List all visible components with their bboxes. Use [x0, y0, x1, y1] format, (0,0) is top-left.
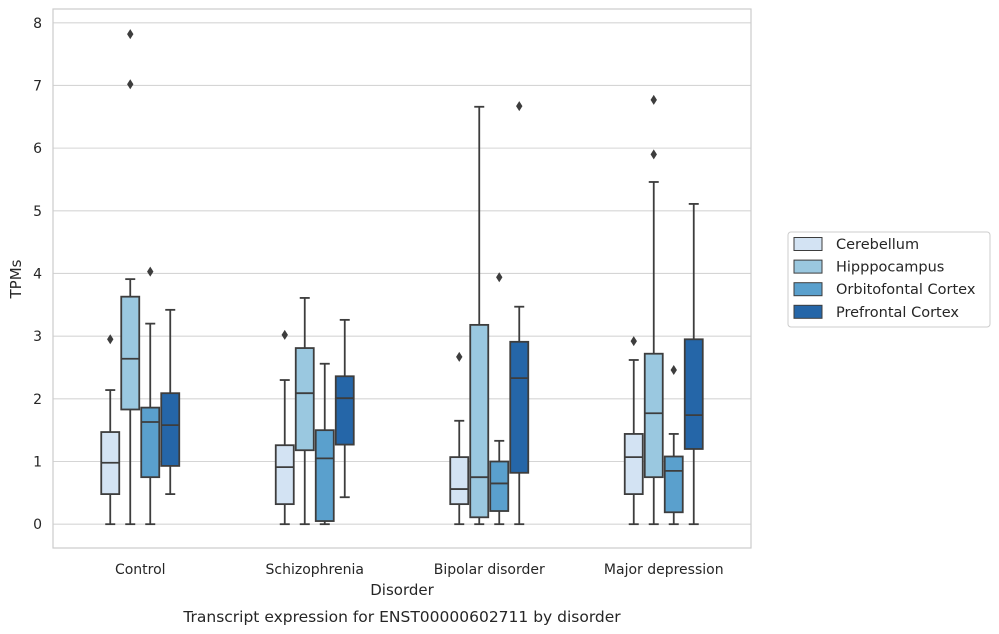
box: [623, 433, 644, 495]
box-group: [683, 203, 704, 526]
box-group: [294, 297, 315, 526]
legend-swatch: [793, 304, 823, 319]
y-tick-label: 5: [33, 204, 42, 220]
box-group: [623, 336, 644, 526]
y-axis-label: TPMs: [7, 259, 25, 299]
y-tick-label: 7: [33, 78, 42, 94]
box-group: [663, 365, 684, 526]
box: [449, 456, 470, 506]
y-tick-label: 2: [33, 392, 42, 408]
outlier-point: [147, 266, 154, 277]
box: [489, 460, 510, 512]
box-groups: [100, 29, 704, 526]
legend-swatch: [793, 259, 823, 274]
box-group: [449, 351, 470, 526]
box: [314, 429, 335, 522]
outlier-point: [650, 94, 657, 105]
outlier-point: [496, 272, 503, 283]
box: [509, 340, 530, 474]
y-tick-label: 0: [33, 517, 42, 533]
legend: Cerebellum Hipppocampus Orbitofontal Corte…: [787, 231, 991, 328]
x-axis-label: Disorder: [370, 581, 434, 599]
outlier-point: [516, 101, 523, 112]
outlier-point: [127, 29, 134, 40]
box-group: [509, 101, 530, 526]
x-tick-label: Bipolar disorder: [434, 562, 545, 578]
legend-swatch: [793, 282, 823, 297]
box: [469, 323, 490, 519]
y-tick-label: 4: [33, 266, 42, 282]
y-tick-labels: 0 1 2 3 4 5 6 7 8: [33, 16, 42, 533]
box: [294, 347, 315, 452]
outlier-point: [107, 334, 114, 345]
y-tick-label: 1: [33, 455, 42, 471]
box-group: [334, 318, 355, 499]
box-group: [140, 266, 161, 526]
box-group: [469, 105, 490, 526]
outlier-point: [456, 351, 463, 362]
y-tick-label: 3: [33, 329, 42, 345]
box-group: [120, 29, 141, 526]
outlier-point: [281, 329, 288, 340]
legend-swatch: [793, 237, 823, 251]
box-group: [643, 94, 664, 526]
outlier-point: [127, 79, 134, 90]
y-tick-label: 8: [33, 16, 42, 32]
legend-label: Orbitofontal Cortex: [836, 282, 976, 298]
x-tick-labels: Control Schizophrenia Bipolar disorder Majo…: [115, 562, 724, 578]
box: [140, 406, 161, 479]
outlier-point: [670, 365, 677, 376]
legend-frame: [787, 231, 991, 328]
outlier-point: [650, 149, 657, 160]
plot-area-frame: [52, 8, 752, 549]
x-tick-label: Control: [115, 562, 166, 578]
legend-label: Prefrontal Cortex: [836, 305, 959, 321]
x-tick-label: Schizophrenia: [266, 562, 364, 578]
box-group: [274, 329, 295, 526]
legend-label: Hipppocampus: [836, 260, 944, 276]
y-tick-label: 6: [33, 141, 42, 157]
box: [160, 392, 181, 467]
box-group: [100, 334, 121, 526]
box: [683, 338, 704, 450]
box-group: [489, 272, 510, 526]
box: [663, 455, 684, 514]
box: [120, 295, 141, 411]
legend-label: Cerebellum: [836, 237, 919, 253]
chart-caption: Transcript expression for ENST0000060271…: [182, 608, 621, 626]
box: [643, 352, 664, 479]
box: [334, 375, 355, 446]
outlier-point: [630, 336, 637, 347]
box-group: [314, 362, 335, 526]
box: [274, 444, 295, 506]
x-tick-label: Major depression: [604, 562, 724, 578]
box-group: [160, 308, 181, 496]
